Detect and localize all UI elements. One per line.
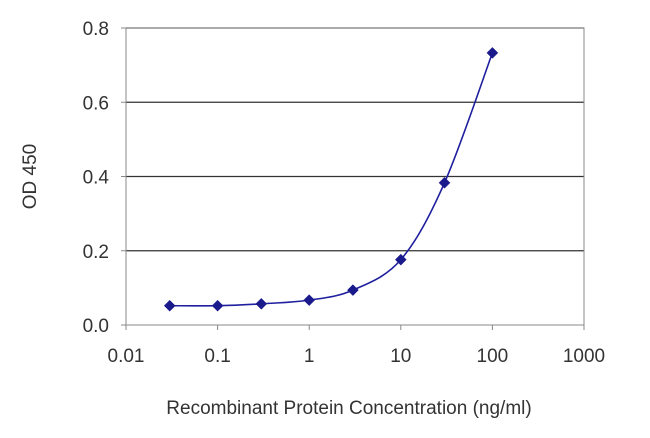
x-tick-label: 1 <box>304 346 315 367</box>
y-tick-label: 0.8 <box>83 19 109 40</box>
data-point <box>347 284 359 296</box>
data-point <box>211 299 224 312</box>
x-axis-title: Recombinant Protein Concentration (ng/ml… <box>166 398 531 419</box>
x-tick-label: 10 <box>390 346 411 367</box>
y-axis: 0.0 0.2 0.4 0.6 0.8 <box>83 19 126 337</box>
y-tick-label: 0.2 <box>83 242 109 263</box>
x-tick-label: 0.01 <box>108 346 145 367</box>
data-point <box>486 47 499 59</box>
data-point <box>394 253 407 266</box>
x-tick-label: 0.1 <box>204 346 230 367</box>
y-tick-label: 0.0 <box>83 316 109 337</box>
grid-lines <box>126 27 584 252</box>
y-tick-label: 0.6 <box>83 93 109 114</box>
y-tick-label: 0.4 <box>83 168 110 189</box>
series-layer <box>163 47 499 312</box>
x-tick-label: 1000 <box>563 346 605 367</box>
data-point <box>438 176 451 189</box>
data-point <box>255 297 268 310</box>
data-point <box>163 299 176 312</box>
x-tick-label: 100 <box>477 346 509 367</box>
data-point <box>303 294 316 306</box>
x-axis: 0.01 0.1 1 10 100 1000 <box>108 325 605 367</box>
y-axis-title: OD 450 <box>20 144 41 209</box>
